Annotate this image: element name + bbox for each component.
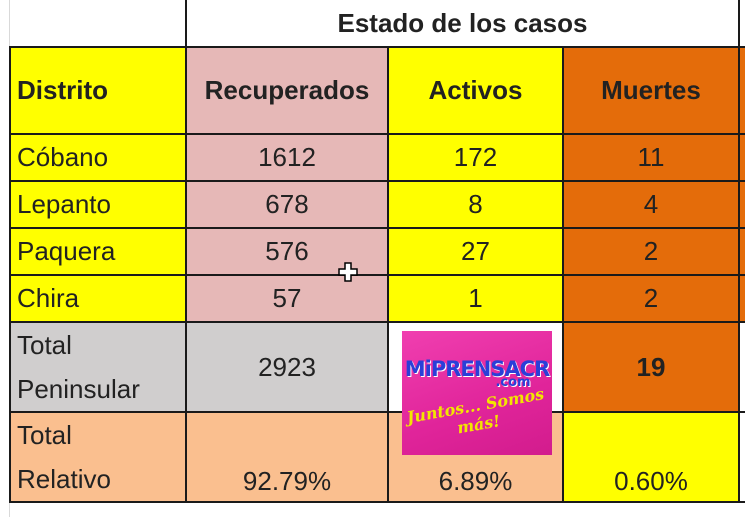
cell-text: Total [17,330,72,360]
header-activos-text: Activos [428,75,523,105]
cell-text: 27 [461,236,490,266]
edge-cell[interactable] [738,411,745,503]
cell-total-peninsular-label[interactable]: Total Peninsular [9,321,187,413]
header-recuperados[interactable]: Recuperados [185,46,389,135]
cell-text: 576 [265,236,309,266]
cell-text: 57 [272,283,302,313]
cell-text: 678 [265,189,309,219]
cell-select-cursor-icon [338,262,358,282]
cell-recuperados[interactable]: 678 [185,180,389,229]
table-row: Lepanto 678 8 4 [9,180,745,229]
cell-muertes[interactable]: 4 [562,180,740,229]
watermark-domain: .com [495,375,531,390]
cell-activos[interactable]: 172 [387,133,564,182]
cell-text: 4 [643,189,659,219]
header-activos[interactable]: Activos [387,46,564,135]
cell-muertes[interactable]: 2 [562,274,740,323]
header-muertes[interactable]: Muertes [562,46,740,135]
cell-muertes[interactable]: 2 [562,227,740,276]
edge-cell[interactable] [738,46,745,135]
cell-text: 2923 [258,351,316,382]
header-distrito[interactable]: Distrito [9,46,187,135]
cell-distrito[interactable]: Chira [9,274,187,323]
cell-distrito[interactable]: Paquera [9,227,187,276]
watermark-logo: MiPRENSACR .com Juntos... Somos más! [402,331,552,455]
cell-recuperados[interactable]: 576 [185,227,389,276]
cell-text: 19 [636,351,666,382]
cell-text: Peninsular [17,374,140,404]
group-header-cell[interactable]: Estado de los casos [185,0,740,48]
edge-cell[interactable] [738,227,745,276]
table-row-total-peninsular: Total Peninsular 2923 19 [9,321,745,413]
cell-recuperados[interactable]: 1612 [185,133,389,182]
cell-total-peninsular-recuperados[interactable]: 2923 [185,321,389,413]
table-row-total-relativo: Total Relativo 92.79% 6.89% 0.60% [9,411,745,503]
cases-table: Estado de los casos Distrito Recuperados… [9,0,745,503]
cell-text: 1 [468,283,483,313]
cell-text: Total [17,420,72,450]
cell-muertes[interactable]: 11 [562,133,740,182]
cell-text: Paquera [17,236,116,266]
cell-text: 92.79% [242,466,332,496]
header-recuperados-text: Recuperados [204,75,370,105]
cell-activos[interactable]: 8 [387,180,564,229]
cell-text: 6.89% [438,466,513,496]
cell-text: 2 [643,283,659,313]
cell-total-relativo-label[interactable]: Total Relativo [9,411,187,503]
edge-cell[interactable] [738,180,745,229]
cell-text: 0.60% [614,466,688,496]
watermark-brand: MiPRENSACR [404,357,551,381]
edge-cell[interactable] [738,133,745,182]
watermark-slogan: Juntos... Somos más! [405,384,546,438]
cell-total-relativo-muertes[interactable]: 0.60% [562,411,740,503]
cell-text: 172 [453,142,498,172]
cell-text: Cóbano [17,142,109,172]
cell-activos[interactable]: 27 [387,227,564,276]
cell-activos[interactable]: 1 [387,274,564,323]
edge-cell[interactable] [738,321,745,413]
group-header-text: Estado de los casos [337,7,588,38]
cell-text: Chira [17,283,80,313]
cell-recuperados[interactable]: 57 [185,274,389,323]
cell-text: 1612 [258,142,316,172]
header-muertes-text: Muertes [601,75,701,105]
header-distrito-text: Distrito [17,75,108,105]
cell-text: Relativo [17,464,111,494]
edge-cell[interactable] [738,274,745,323]
cell-text: 2 [643,236,659,266]
cell-distrito[interactable]: Lepanto [9,180,187,229]
cell-text: Lepanto [17,189,111,219]
empty-corner-cell[interactable] [10,0,187,48]
table-row: Chira 57 1 2 [9,274,745,323]
edge-cell[interactable] [738,0,745,48]
table-row: Paquera 576 27 2 [9,227,745,276]
table-row: Cóbano 1612 172 11 [9,133,745,182]
cell-total-relativo-recuperados[interactable]: 92.79% [185,411,389,503]
cell-text: 8 [468,189,483,219]
cell-distrito[interactable]: Cóbano [9,133,187,182]
cell-text: 11 [637,142,665,172]
cell-total-peninsular-muertes[interactable]: 19 [562,321,740,413]
